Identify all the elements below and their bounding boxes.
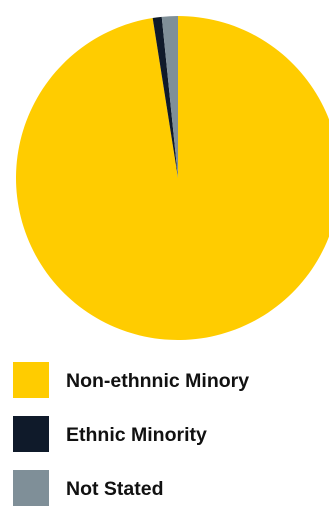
legend-swatch-ethnic-minority <box>13 416 49 452</box>
legend-swatch-non-ethnic-minority <box>13 362 49 398</box>
legend-item-not-stated: Not Stated <box>13 470 329 506</box>
legend-label-not-stated: Not Stated <box>66 478 164 500</box>
pie-slice-non-ethnnic-minory <box>16 16 329 340</box>
legend-label-non-ethnic-minority: Non-ethnnic Minory <box>66 370 250 392</box>
legend: Non-ethnnic Minory Ethnic Minority Not S… <box>13 362 329 524</box>
pie-plot-area <box>16 16 329 340</box>
legend-item-non-ethnic-minority: Non-ethnnic Minory <box>13 362 329 398</box>
legend-swatch-not-stated <box>13 470 49 506</box>
legend-item-ethnic-minority: Ethnic Minority <box>13 416 329 452</box>
legend-label-ethnic-minority: Ethnic Minority <box>66 424 207 446</box>
pie-slice-not-stated <box>161 16 178 178</box>
pie-slices <box>16 16 329 340</box>
pie-slice-ethnic-minority <box>152 16 178 179</box>
